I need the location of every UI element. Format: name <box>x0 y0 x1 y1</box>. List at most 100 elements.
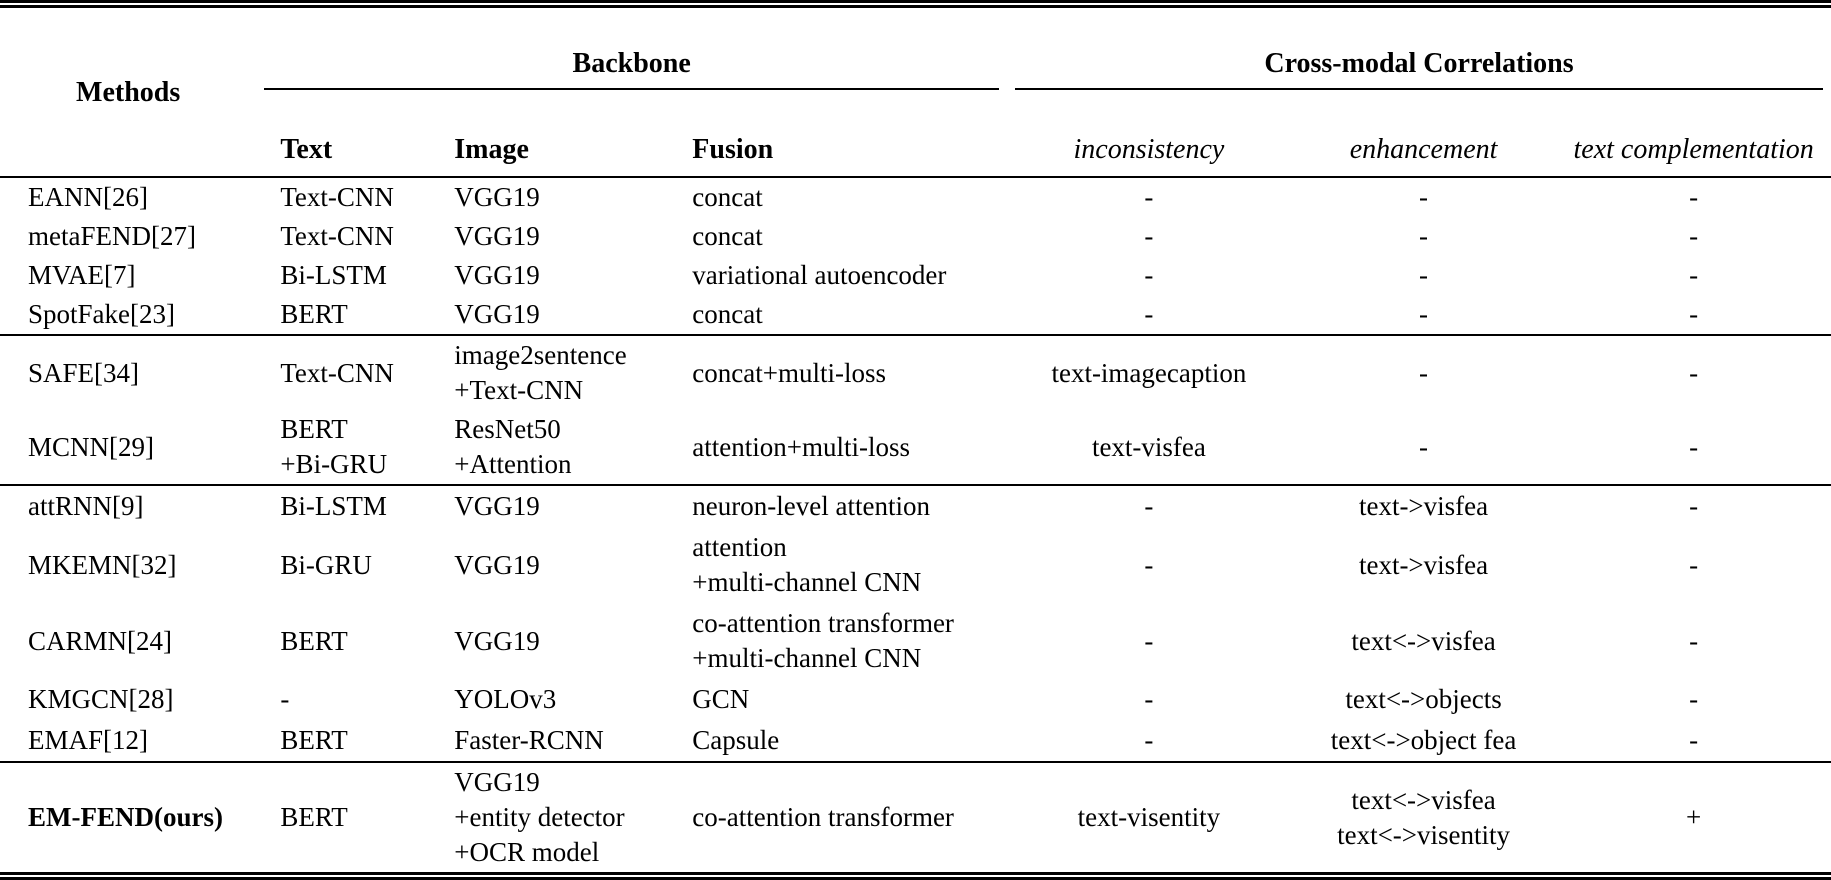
cell-complementation: - <box>1689 357 1699 388</box>
cell-image-backbone: YOLOv3 <box>454 684 557 714</box>
cell-enhancement: text<->visfea <box>1351 625 1496 656</box>
col-header-inconsistency: inconsistency <box>1073 134 1225 165</box>
cell-enhancement: text<->visfea text<->visentity <box>1337 784 1511 850</box>
cell-text-backbone: BERT +Bi-GRU <box>280 414 388 479</box>
col-header-image: Image <box>454 134 529 165</box>
col-header-fusion: Fusion <box>692 134 774 165</box>
cell-fusion: concat <box>692 182 763 212</box>
cell-complementation: - <box>1689 182 1699 212</box>
cell-text-backbone: Text-CNN <box>280 357 394 388</box>
table-row-attrnn: attRNN[9] Bi-LSTM VGG19 neuron-level att… <box>0 485 1831 527</box>
cell-method: SpotFake[23] <box>28 299 175 329</box>
cell-enhancement: - <box>1419 182 1429 212</box>
cell-enhancement: - <box>1419 431 1429 462</box>
table-row-mcnn: MCNN[29] BERT +Bi-GRU ResNet50 +Attentio… <box>0 410 1831 485</box>
col-header-complementation: text complementation <box>1573 134 1814 165</box>
table-row-mkemn: MKEMN[32] Bi-GRU VGG19 attention +multi-… <box>0 527 1831 603</box>
col-header-enhancement: enhancement <box>1349 134 1498 165</box>
cell-inconsistency: - <box>1144 625 1154 656</box>
cell-inconsistency: - <box>1144 299 1154 329</box>
cell-enhancement: text<->object fea <box>1330 725 1517 755</box>
cell-enhancement: - <box>1419 221 1429 251</box>
cell-complementation: - <box>1689 725 1699 755</box>
cell-method: MVAE[7] <box>28 260 136 290</box>
cell-image-backbone: VGG19 <box>454 491 540 521</box>
method-group-simple-fusion: EANN[26] Text-CNN VGG19 concat - - - met… <box>0 177 1831 335</box>
cell-enhancement: - <box>1419 260 1429 290</box>
cell-text-backbone: Bi-GRU <box>280 549 372 580</box>
cell-image-backbone: VGG19 +entity detector +OCR model <box>454 767 625 867</box>
cell-image-backbone: VGG19 <box>454 625 540 656</box>
method-group-inconsistency: SAFE[34] Text-CNN image2sentence +Text-C… <box>0 335 1831 485</box>
table-header: Methods Backbone Cross-modal Correlation… <box>0 4 1831 177</box>
cell-fusion: variational autoencoder <box>692 260 947 290</box>
table-row-metafend: metaFEND[27] Text-CNN VGG19 concat - - - <box>0 217 1831 256</box>
cell-complementation: - <box>1689 625 1699 656</box>
cell-fusion: concat+multi-loss <box>692 357 886 388</box>
header-row-groups: Methods Backbone Cross-modal Correlation… <box>0 4 1831 125</box>
cell-method: MKEMN[32] <box>28 549 177 580</box>
table-row-kmgcn: KMGCN[28] - YOLOv3 GCN - text<->objects … <box>0 679 1831 720</box>
cell-complementation: - <box>1689 260 1699 290</box>
cell-fusion: attention+multi-loss <box>692 431 910 462</box>
cell-image-backbone: VGG19 <box>454 299 540 329</box>
cell-fusion: concat <box>692 221 763 251</box>
cell-text-backbone: BERT <box>280 802 348 832</box>
cell-text-backbone: BERT <box>280 299 348 329</box>
col-header-text: Text <box>280 134 333 165</box>
cell-complementation: - <box>1689 221 1699 251</box>
cell-text-backbone: - <box>280 684 290 714</box>
cell-inconsistency: - <box>1144 182 1154 212</box>
cell-complementation: - <box>1689 491 1699 521</box>
cell-text-backbone: BERT <box>280 725 348 755</box>
cell-complementation: - <box>1689 549 1699 580</box>
table-row-emaf: EMAF[12] BERT Faster-RCNN Capsule - text… <box>0 720 1831 762</box>
cell-image-backbone: Faster-RCNN <box>454 725 604 755</box>
method-group-ours: EM-FEND(ours) BERT VGG19 +entity detecto… <box>0 762 1831 876</box>
table-row-mvae: MVAE[7] Bi-LSTM VGG19 variational autoen… <box>0 256 1831 295</box>
cell-enhancement: text<->objects <box>1345 684 1502 714</box>
cell-inconsistency: - <box>1144 725 1154 755</box>
col-group-backbone: Backbone <box>256 4 1007 125</box>
cell-inconsistency: text-visfea <box>1091 431 1206 462</box>
cell-image-backbone: ResNet50 +Attention <box>454 414 572 479</box>
cell-method: MCNN[29] <box>28 431 154 462</box>
cell-method: SAFE[34] <box>28 357 140 388</box>
cell-image-backbone: image2sentence +Text-CNN <box>454 340 627 405</box>
col-group-backbone-label: Backbone <box>264 43 1000 90</box>
cell-complementation: - <box>1689 684 1699 714</box>
cell-fusion: neuron-level attention <box>692 491 930 521</box>
cell-inconsistency: - <box>1144 491 1154 521</box>
cell-fusion: co-attention transformer +multi-channel … <box>692 608 954 673</box>
table-row-eann: EANN[26] Text-CNN VGG19 concat - - - <box>0 177 1831 217</box>
cell-fusion: attention +multi-channel CNN <box>692 532 922 597</box>
cell-complementation: + <box>1686 802 1702 832</box>
cell-inconsistency: - <box>1144 221 1154 251</box>
cell-method: EMAF[12] <box>28 725 148 755</box>
cell-enhancement: text->visfea <box>1358 549 1489 580</box>
table-row-emfend-ours: EM-FEND(ours) BERT VGG19 +entity detecto… <box>0 762 1831 876</box>
cell-method: metaFEND[27] <box>28 221 196 251</box>
table-row-safe: SAFE[34] Text-CNN image2sentence +Text-C… <box>0 335 1831 410</box>
cell-inconsistency: text-imagecaption <box>1051 357 1247 388</box>
cell-method: EANN[26] <box>28 182 148 212</box>
cell-enhancement: text->visfea <box>1358 491 1489 521</box>
cell-enhancement: - <box>1419 299 1429 329</box>
cell-method: KMGCN[28] <box>28 684 174 714</box>
cell-image-backbone: VGG19 <box>454 182 540 212</box>
col-group-crossmodal-label: Cross-modal Correlations <box>1015 43 1823 90</box>
cell-enhancement: - <box>1419 357 1429 388</box>
cell-complementation: - <box>1689 299 1699 329</box>
cell-image-backbone: VGG19 <box>454 549 540 580</box>
cell-text-backbone: Bi-LSTM <box>280 260 387 290</box>
cell-image-backbone: VGG19 <box>454 221 540 251</box>
cell-fusion: concat <box>692 299 763 329</box>
table-row-spotfake: SpotFake[23] BERT VGG19 concat - - - <box>0 295 1831 335</box>
header-row-sub: Text Image Fusion inconsistency enhancem… <box>0 125 1831 177</box>
cell-fusion: co-attention transformer <box>692 802 954 832</box>
col-group-crossmodal: Cross-modal Correlations <box>1007 4 1831 125</box>
cell-fusion: GCN <box>692 684 750 714</box>
cell-fusion: Capsule <box>692 725 780 755</box>
cell-text-backbone: Text-CNN <box>280 182 394 212</box>
